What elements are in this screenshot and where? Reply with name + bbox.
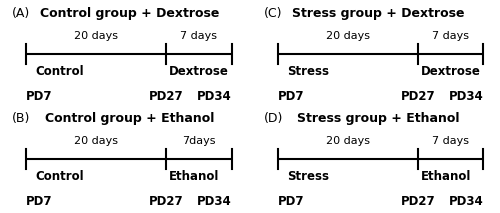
Text: PD34: PD34 bbox=[448, 195, 484, 208]
Text: PD27: PD27 bbox=[400, 195, 436, 208]
Text: Dextrose: Dextrose bbox=[420, 65, 480, 78]
Text: 20 days: 20 days bbox=[74, 136, 118, 146]
Text: PD34: PD34 bbox=[197, 90, 232, 103]
Text: Stress group + Ethanol: Stress group + Ethanol bbox=[297, 112, 460, 125]
Text: Stress: Stress bbox=[288, 170, 330, 183]
Text: PD7: PD7 bbox=[278, 90, 304, 103]
Text: 7days: 7days bbox=[182, 136, 216, 146]
Text: PD7: PD7 bbox=[26, 195, 53, 208]
Text: PD27: PD27 bbox=[400, 90, 436, 103]
Text: Control group + Dextrose: Control group + Dextrose bbox=[40, 7, 220, 20]
Text: Stress group + Dextrose: Stress group + Dextrose bbox=[292, 7, 464, 20]
Text: 7 days: 7 days bbox=[180, 31, 218, 41]
Text: PD27: PD27 bbox=[149, 195, 184, 208]
Text: (D): (D) bbox=[264, 112, 283, 125]
Text: Stress: Stress bbox=[288, 65, 330, 78]
Text: PD34: PD34 bbox=[448, 90, 484, 103]
Text: (C): (C) bbox=[264, 7, 282, 20]
Text: Dextrose: Dextrose bbox=[168, 65, 228, 78]
Text: Ethanol: Ethanol bbox=[168, 170, 219, 183]
Text: PD7: PD7 bbox=[278, 195, 304, 208]
Text: 7 days: 7 days bbox=[432, 31, 469, 41]
Text: 7 days: 7 days bbox=[432, 136, 469, 146]
Text: 20 days: 20 days bbox=[326, 136, 370, 146]
Text: Control group + Ethanol: Control group + Ethanol bbox=[45, 112, 214, 125]
Text: Ethanol: Ethanol bbox=[420, 170, 471, 183]
Text: (A): (A) bbox=[12, 7, 30, 20]
Text: (B): (B) bbox=[12, 112, 30, 125]
Text: PD27: PD27 bbox=[149, 90, 184, 103]
Text: 20 days: 20 days bbox=[326, 31, 370, 41]
Text: Control: Control bbox=[36, 65, 84, 78]
Text: PD7: PD7 bbox=[26, 90, 53, 103]
Text: 20 days: 20 days bbox=[74, 31, 118, 41]
Text: PD34: PD34 bbox=[197, 195, 232, 208]
Text: Control: Control bbox=[36, 170, 84, 183]
